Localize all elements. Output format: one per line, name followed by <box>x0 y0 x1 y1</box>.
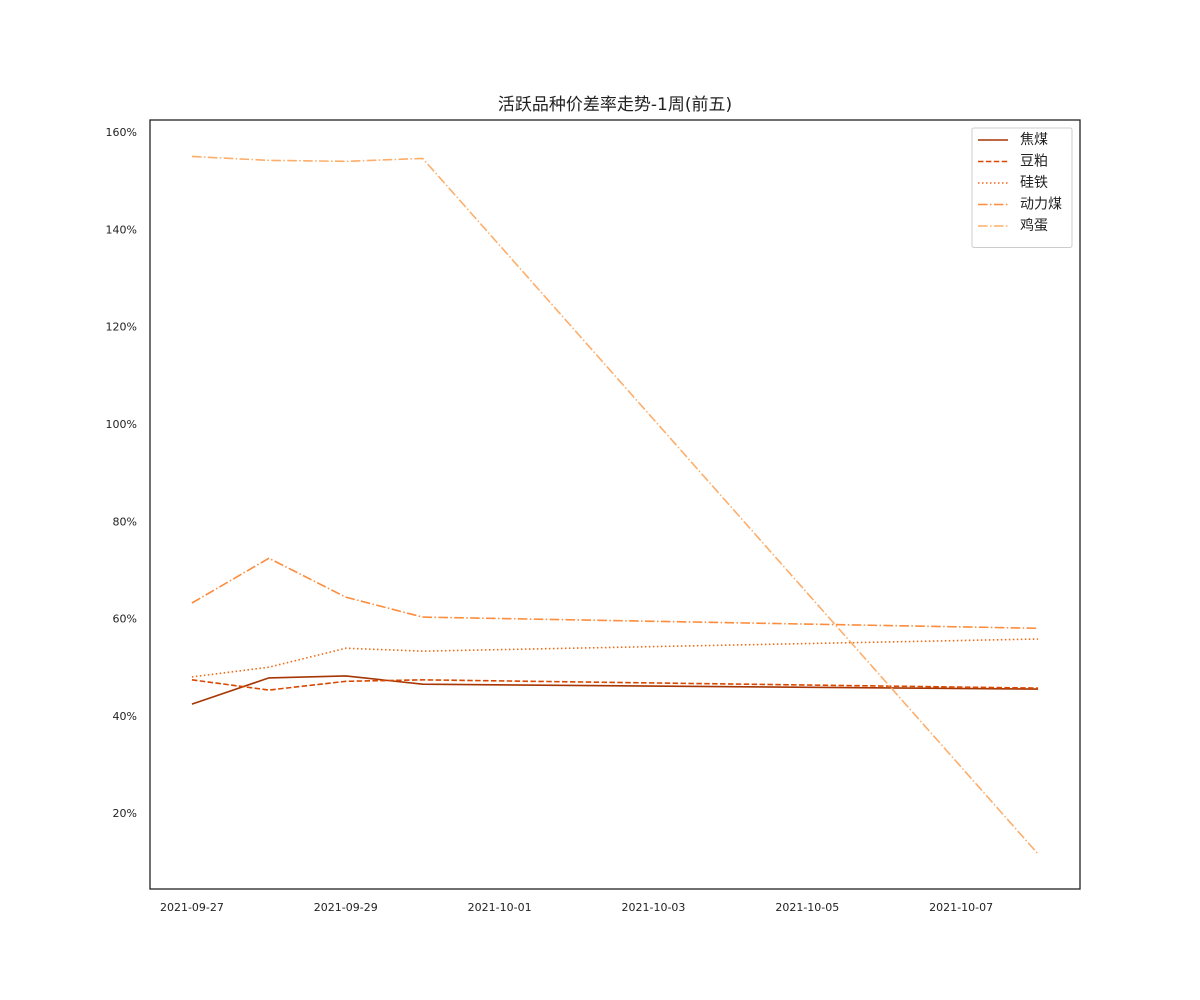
y-tick-label: 140% <box>106 223 137 236</box>
y-tick-label: 40% <box>113 710 137 723</box>
y-tick-label: 80% <box>113 515 137 528</box>
plot-frame <box>149 119 1081 890</box>
x-tick-label: 2021-10-01 <box>468 901 532 914</box>
legend-label: 焦煤 <box>1020 132 1048 148</box>
legend-box <box>971 127 1073 248</box>
y-tick-label: 120% <box>106 321 137 334</box>
x-tick-label: 2021-10-07 <box>929 901 993 914</box>
chart-title: 活跃品种价差率走势-1周(前五) <box>498 95 732 115</box>
y-tick-label: 60% <box>113 613 137 626</box>
x-tick-label: 2021-10-05 <box>775 901 839 914</box>
series-line <box>191 557 1039 630</box>
series-line <box>191 155 1039 855</box>
legend-label: 鸡蛋 <box>1020 217 1048 234</box>
y-tick-label: 20% <box>113 807 137 820</box>
y-tick-label: 100% <box>106 418 137 431</box>
series-line <box>191 638 1039 678</box>
legend-label: 动力煤 <box>1020 197 1062 213</box>
series-line <box>191 679 1039 691</box>
legend-label: 硅铁 <box>1020 175 1048 191</box>
legend-label: 豆粕 <box>1020 154 1048 170</box>
x-tick-label: 2021-10-03 <box>621 901 685 914</box>
series-line <box>191 675 1039 705</box>
x-tick-label: 2021-09-29 <box>314 901 378 914</box>
x-tick-label: 2021-09-27 <box>160 901 224 914</box>
y-tick-label: 160% <box>106 126 137 139</box>
